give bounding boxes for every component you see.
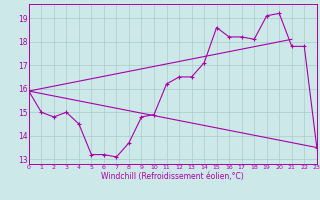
X-axis label: Windchill (Refroidissement éolien,°C): Windchill (Refroidissement éolien,°C) [101, 172, 244, 181]
